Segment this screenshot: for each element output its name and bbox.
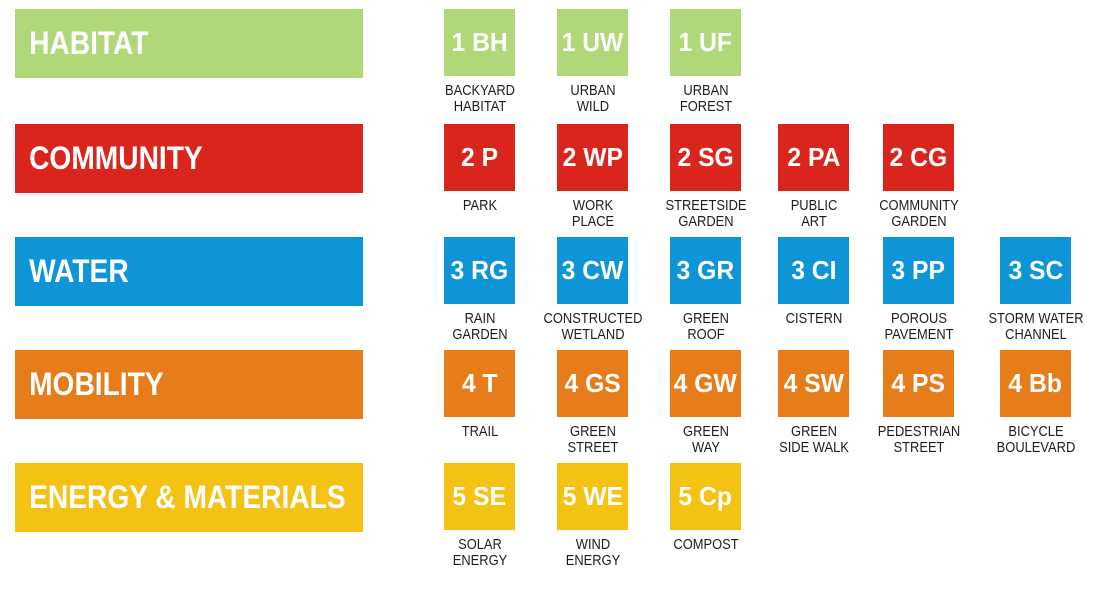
tile-code-green-street: 4 GS [564,368,621,398]
tile-label-bicycle-boulevard: BICYCLE BOULEVARD [996,423,1075,456]
category-bar-habitat: HABITAT [15,9,363,78]
tile-label-community-garden: COMMUNITY GARDEN [878,197,959,230]
tile-bicycle-boulevard: 4 Bb [1000,350,1071,417]
tile-code-bicycle-boulevard: 4 Bb [1008,368,1063,398]
tile-label-green-side-walk: GREEN SIDE WALK [778,423,849,456]
tile-compost: 5 Cp [670,463,741,530]
tile-code-storm-water-channel: 3 SC [1008,255,1063,285]
tile-trail: 4 T [444,350,515,417]
tile-label-wind-energy: WIND ENERGY [565,536,620,569]
tile-public-art: 2 PA [778,124,849,191]
tile-code-rain-garden: 3 RG [450,255,509,285]
tile-label-trail: TRAIL [461,423,498,440]
tile-label-urban-forest: URBAN FOREST [679,82,732,115]
tile-label-constructed-wetland: CONSTRUCTED WETLAND [543,310,642,343]
tile-park: 2 P [444,124,515,191]
tile-label-pedestrian-street: PEDESTRIAN STREET [877,423,960,456]
tile-porous-pavement: 3 PP [883,237,954,304]
tile-green-way: 4 GW [670,350,741,417]
tile-cistern: 3 CI [778,237,849,304]
tile-urban-wild: 1 UW [557,9,628,76]
category-label-energy-materials: ENERGY & MATERIALS [29,479,346,515]
tile-solar-energy: 5 SE [444,463,515,530]
tile-wind-energy: 5 WE [557,463,628,530]
tile-code-backyard-habitat: 1 BH [451,27,508,57]
tile-label-urban-wild: URBAN WILD [569,82,616,115]
tile-streetside-garden: 2 SG [670,124,741,191]
tile-rain-garden: 3 RG [444,237,515,304]
category-label-water: WATER [29,253,129,289]
category-bar-mobility: MOBILITY [15,350,363,419]
tile-green-street: 4 GS [557,350,628,417]
category-bar-water: WATER [15,237,363,306]
category-bar-energy-materials: ENERGY & MATERIALS [15,463,363,532]
tile-pedestrian-street: 4 PS [883,350,954,417]
tile-label-storm-water-channel: STORM WATER CHANNEL [987,310,1084,343]
tile-green-side-walk: 4 SW [778,350,849,417]
tile-code-cistern: 3 CI [790,255,837,285]
category-label-habitat: HABITAT [29,25,149,61]
tile-code-solar-energy: 5 SE [452,481,507,511]
tile-label-compost: COMPOST [672,536,739,553]
tile-code-streetside-garden: 2 SG [677,142,734,172]
tile-code-community-garden: 2 CG [889,142,948,172]
tile-code-green-way: 4 GW [673,368,738,398]
tile-code-constructed-wetland: 3 CW [561,255,624,285]
tile-green-roof: 3 GR [670,237,741,304]
tile-label-green-street: GREEN STREET [567,423,618,456]
category-label-mobility: MOBILITY [29,366,164,402]
tile-code-urban-wild: 1 UW [561,27,624,57]
tile-code-pedestrian-street: 4 PS [891,368,946,398]
tile-label-solar-energy: SOLAR ENERGY [452,536,507,569]
tile-label-rain-garden: RAIN GARDEN [451,310,508,343]
tile-label-backyard-habitat: BACKYARD HABITAT [444,82,515,115]
tile-code-green-roof: 3 GR [676,255,735,285]
tile-constructed-wetland: 3 CW [557,237,628,304]
tile-storm-water-channel: 3 SC [1000,237,1071,304]
category-bar-community: COMMUNITY [15,124,363,193]
category-label-community: COMMUNITY [29,140,203,176]
tile-community-garden: 2 CG [883,124,954,191]
tile-label-streetside-garden: STREETSIDE GARDEN [664,197,747,230]
tile-code-public-art: 2 PA [786,142,841,172]
tile-code-urban-forest: 1 UF [678,27,733,57]
tile-label-green-way: GREEN WAY [682,423,729,456]
tile-label-cistern: CISTERN [785,310,842,327]
tile-label-porous-pavement: POROUS PAVEMENT [883,310,954,343]
tile-code-porous-pavement: 3 PP [891,255,946,285]
tile-work-place: 2 WP [557,124,628,191]
tile-urban-forest: 1 UF [670,9,741,76]
tile-code-green-side-walk: 4 SW [783,368,844,398]
tile-code-compost: 5 Cp [678,481,733,511]
tile-label-park: PARK [462,197,497,214]
tile-code-park: 2 P [460,142,499,172]
tile-code-wind-energy: 5 WE [562,481,623,511]
tile-label-green-roof: GREEN ROOF [682,310,729,343]
tile-code-work-place: 2 WP [562,142,623,172]
tile-label-public-art: PUBLIC ART [790,197,837,230]
tile-backyard-habitat: 1 BH [444,9,515,76]
tile-label-work-place: WORK PLACE [571,197,614,230]
tile-code-trail: 4 T [461,368,498,398]
